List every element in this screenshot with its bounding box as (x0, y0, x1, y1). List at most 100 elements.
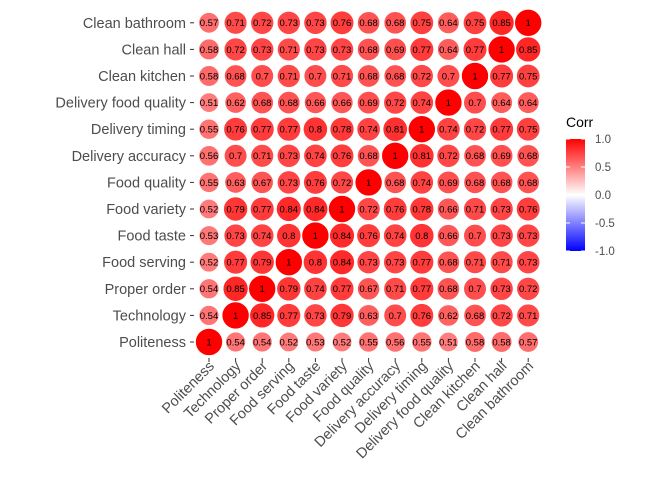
corr-circle (356, 223, 381, 248)
corr-circle (409, 90, 434, 115)
corr-value-label: 1 (260, 284, 265, 295)
corr-circle (489, 223, 514, 248)
corr-circle (224, 64, 248, 88)
y-tick-label: Delivery food quality (55, 96, 186, 112)
corr-circle (463, 10, 487, 35)
corr-circle (278, 331, 299, 353)
corr-value-label: 0.84 (333, 231, 352, 242)
corr-value-label: 0.69 (386, 45, 405, 56)
corr-value-label: 0.72 (386, 98, 405, 109)
corr-circle (330, 37, 354, 62)
corr-value-label: 0.68 (519, 151, 538, 162)
corr-circle (409, 223, 435, 248)
corr-value-label: 0.74 (306, 284, 325, 295)
legend-tick-label: 1.0 (595, 134, 611, 146)
corr-circle (250, 11, 274, 35)
corr-value-label: 0.71 (280, 71, 299, 82)
corr-circle (463, 224, 487, 248)
corr-value-label: 0.68 (466, 178, 485, 189)
corr-circle (514, 8, 543, 37)
y-tick-label: Food quality (107, 175, 187, 191)
corr-circle (463, 197, 487, 221)
corr-value-label: 0.52 (280, 337, 299, 348)
y-tick-label: Delivery timing (91, 122, 186, 138)
corr-circle (463, 170, 487, 194)
corr-circle (329, 249, 355, 275)
corr-circle (305, 331, 326, 353)
corr-circle (357, 277, 380, 301)
corr-value-label: 0.7 (468, 98, 481, 109)
corr-value-label: 0.79 (226, 204, 245, 215)
corr-value-label: 0.68 (253, 98, 272, 109)
corr-value-label: 0.74 (386, 231, 405, 242)
corr-circle (223, 223, 248, 248)
corr-value-label: 0.7 (256, 71, 269, 82)
corr-value-label: 0.73 (306, 18, 325, 29)
corr-value-label: 0.76 (519, 204, 538, 215)
corr-value-label: 0.7 (229, 151, 242, 162)
corr-value-label: 0.85 (253, 311, 272, 322)
y-tick-label: Technology (113, 308, 187, 324)
corr-value-label: 0.75 (466, 18, 485, 29)
y-tick-label: Clean bathroom (83, 16, 186, 32)
corr-circle (356, 250, 381, 275)
corr-value-label: 0.77 (280, 311, 299, 322)
corr-circle (410, 64, 434, 88)
corr-value-label: 0.52 (200, 258, 219, 269)
corr-value-label: 0.69 (492, 151, 511, 162)
corr-value-label: 1 (313, 231, 318, 242)
corr-value-label: 0.73 (253, 45, 272, 56)
corr-value-label: 1 (446, 98, 451, 109)
corr-value-label: 0.73 (306, 45, 325, 56)
corr-value-label: 0.71 (466, 204, 485, 215)
corr-circle (409, 143, 435, 169)
corr-circle (277, 64, 301, 88)
corr-circle (356, 117, 381, 142)
corr-value-label: 0.78 (333, 125, 352, 136)
corr-circle (411, 331, 433, 353)
corr-circle (438, 332, 459, 352)
corr-value-label: 0.8 (309, 258, 322, 269)
corr-value-label: 0.71 (333, 71, 352, 82)
corr-value-label: 0.77 (280, 125, 299, 136)
corr-value-label: 0.73 (386, 258, 405, 269)
y-tick-label: Food variety (106, 202, 187, 218)
corr-circle (250, 117, 275, 142)
corr-circle (302, 196, 329, 222)
corr-value-label: 1 (393, 151, 398, 162)
corr-circle (516, 170, 540, 194)
corr-circle (301, 221, 330, 250)
corr-circle (383, 37, 407, 61)
corr-circle (276, 223, 302, 248)
corr-circle (434, 88, 463, 117)
corr-value-label: 0.76 (333, 18, 352, 29)
corr-value-label: 0.73 (492, 231, 511, 242)
corr-value-label: 0.63 (359, 311, 378, 322)
corr-value-label: 1 (233, 311, 238, 322)
corr-value-label: 0.77 (413, 258, 432, 269)
corr-value-label: 0.68 (466, 311, 485, 322)
corr-circle (516, 250, 541, 275)
corr-circle (461, 62, 489, 90)
corr-value-label: 0.66 (439, 231, 458, 242)
corr-circle (198, 198, 220, 220)
corr-circle (463, 277, 487, 301)
corr-circle (198, 118, 220, 140)
corr-value-label: 0.73 (359, 258, 378, 269)
corr-circle (382, 116, 408, 142)
corr-circle (250, 37, 275, 62)
corr-value-label: 0.73 (226, 231, 245, 242)
corr-circle (409, 37, 434, 62)
corr-value-label: 0.71 (519, 311, 538, 322)
corr-circle (516, 117, 541, 142)
y-tick-label: Food taste (117, 229, 186, 245)
corr-circle (516, 223, 541, 248)
corr-circle (304, 91, 327, 114)
corr-value-label: 0.68 (359, 71, 378, 82)
corr-value-label: 1 (339, 204, 344, 215)
corr-value-label: 0.62 (226, 98, 245, 109)
corr-value-label: 0.73 (492, 204, 511, 215)
corr-value-label: 0.75 (413, 18, 432, 29)
corr-value-label: 0.54 (200, 284, 219, 295)
corr-circle (198, 252, 220, 273)
